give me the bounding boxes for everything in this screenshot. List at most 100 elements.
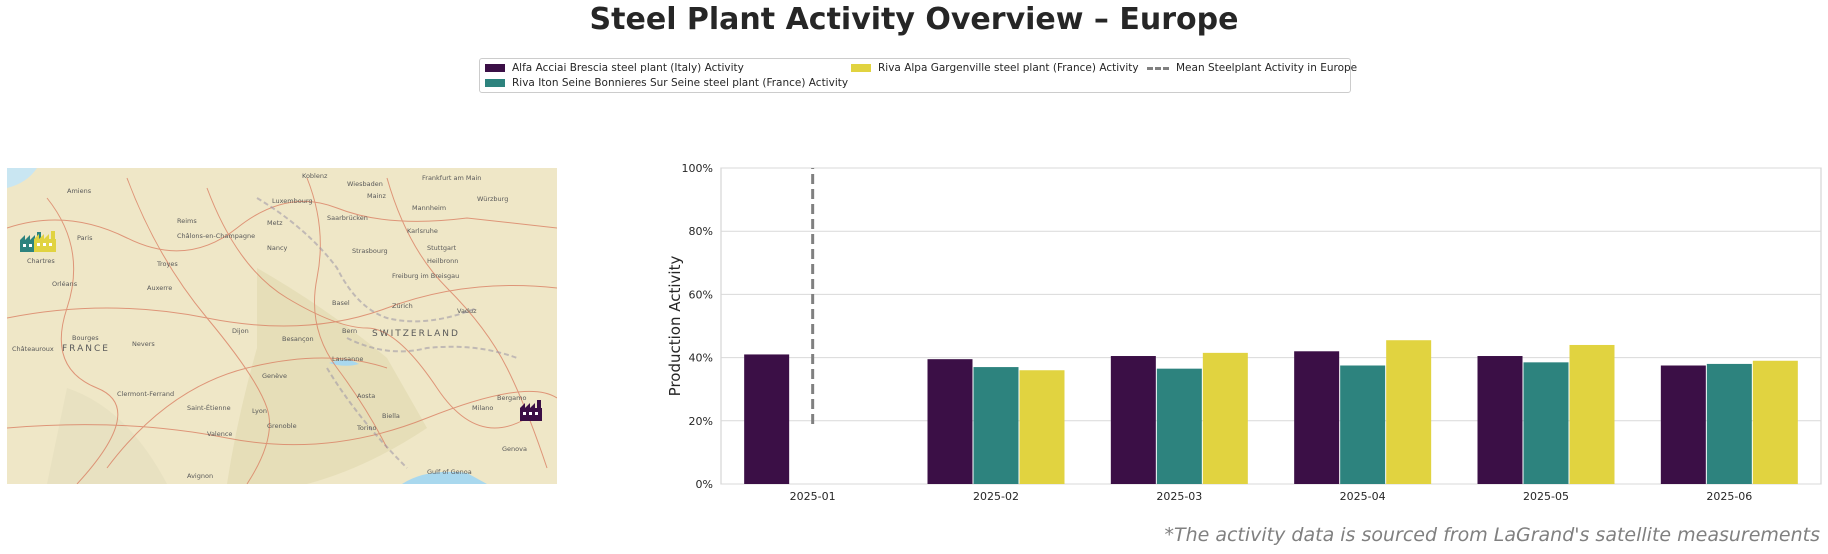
legend-label-mean: Mean Steelplant Activity in Europe xyxy=(1176,62,1358,74)
map-place-label: Gulf of Genoa xyxy=(427,468,472,476)
map-place-label: Valence xyxy=(207,430,232,438)
map-place-label: Châlons-en-Champagne xyxy=(177,232,255,240)
y-tick-label: 20% xyxy=(689,415,713,428)
bar xyxy=(1660,365,1706,484)
map-place-label: Würzburg xyxy=(477,195,508,203)
bar xyxy=(1706,363,1752,484)
bar xyxy=(1477,356,1523,484)
map-place-label: Freiburg im Breisgau xyxy=(392,272,459,280)
bar xyxy=(1294,351,1340,484)
map-place-label: Lyon xyxy=(252,407,267,415)
legend: Alfa Acciai Brescia steel plant (Italy) … xyxy=(479,58,1357,93)
map-borders xyxy=(256,197,518,469)
map-place-label: Nancy xyxy=(267,244,288,252)
map-place-label: Luxembourg xyxy=(272,197,313,205)
map-place-label: FRANCE xyxy=(62,344,110,354)
y-tick-label: 80% xyxy=(689,225,713,238)
map-place-label: Karlsruhe xyxy=(407,227,438,235)
map-place-label: Troyes xyxy=(156,260,178,268)
map-place-label: Lausanne xyxy=(332,355,363,363)
map-place-label: Châteauroux xyxy=(12,345,54,353)
plant-location-map: Amiens Reims Paris Chartres Orléans Troyes Aux… xyxy=(7,168,557,484)
x-tick-label: 2025-02 xyxy=(973,490,1019,503)
legend-item-gargenville: Riva Alpa Gargenville steel plant (Franc… xyxy=(851,62,1139,74)
map-place-label: Clermont-Ferrand xyxy=(117,390,174,398)
bar xyxy=(1156,368,1202,484)
map-place-label: Auxerre xyxy=(147,284,172,292)
plot-area xyxy=(720,167,1822,485)
bar xyxy=(1340,365,1386,484)
bar xyxy=(1019,370,1065,484)
map-place-label: Wiesbaden xyxy=(347,180,383,188)
map-place-label: Heilbronn xyxy=(427,257,458,265)
map-place-label: Genève xyxy=(262,372,287,380)
x-tick-label: 2025-06 xyxy=(1706,490,1752,503)
bar xyxy=(1752,360,1798,484)
map-place-label: Frankfurt am Main xyxy=(422,174,481,182)
legend-dash-mean xyxy=(1147,66,1169,70)
legend-item-brescia: Alfa Acciai Brescia steel plant (Italy) … xyxy=(485,62,744,74)
bar xyxy=(927,359,973,484)
legend-label-gargenville: Riva Alpa Gargenville steel plant (Franc… xyxy=(878,62,1139,74)
map-place-label: Bern xyxy=(342,327,357,335)
map-place-label: Aosta xyxy=(357,392,375,400)
map-place-label: Mannheim xyxy=(412,204,446,212)
legend-item-bonnieres: Riva Iton Seine Bonnieres Sur Seine stee… xyxy=(485,77,848,89)
y-tick-label: 40% xyxy=(689,352,713,365)
map-place-label: Koblenz xyxy=(302,172,328,180)
x-tick-label: 2025-03 xyxy=(1156,490,1202,503)
legend-swatch-gargenville xyxy=(851,64,871,72)
factory-icon xyxy=(34,231,56,252)
map-terrain xyxy=(47,388,167,484)
y-tick-label: 60% xyxy=(689,288,713,301)
bar xyxy=(1569,344,1615,484)
legend-label-brescia: Alfa Acciai Brescia steel plant (Italy) … xyxy=(512,62,744,74)
map-place-label: Stuttgart xyxy=(427,244,457,252)
map-place-label: Milano xyxy=(472,404,493,412)
map-place-label: Besançon xyxy=(282,335,314,343)
map-place-label: Saint-Étienne xyxy=(187,403,231,412)
bar xyxy=(1386,340,1432,484)
chart-title: Steel Plant Activity Overview – Europe xyxy=(589,2,1239,37)
x-tick-label: 2025-05 xyxy=(1523,490,1569,503)
map-place-label: Torino xyxy=(356,424,376,432)
map-place-label: Dijon xyxy=(232,327,249,335)
map-place-label: Genova xyxy=(502,445,527,453)
map-place-label: Biella xyxy=(382,412,400,420)
footnote: *The activity data is sourced from LaGra… xyxy=(1164,524,1820,546)
map-place-label: Strasbourg xyxy=(352,247,388,255)
map-sea xyxy=(402,471,487,484)
y-tick-label: 0% xyxy=(696,478,713,491)
bar xyxy=(1202,352,1248,484)
bar xyxy=(1523,362,1569,484)
map-place-label: Grenoble xyxy=(267,422,297,430)
map-place-label: Bergamo xyxy=(497,394,526,402)
map-place-label: Saarbrücken xyxy=(327,214,368,222)
legend-swatch-brescia xyxy=(485,64,505,72)
map-place-label: Paris xyxy=(77,234,93,242)
legend-item-mean: Mean Steelplant Activity in Europe xyxy=(1147,62,1357,74)
x-tick-label: 2025-04 xyxy=(1340,490,1386,503)
legend-label-bonnieres: Riva Iton Seine Bonnieres Sur Seine stee… xyxy=(512,77,849,89)
y-axis-label: Production Activity xyxy=(666,256,684,397)
factory-icon xyxy=(520,400,542,421)
map-sea xyxy=(7,168,37,188)
legend-swatch-bonnieres xyxy=(485,79,505,87)
y-tick-label: 100% xyxy=(682,162,713,175)
map-place-label: Orléans xyxy=(52,280,78,288)
map-place-label: Metz xyxy=(267,219,283,227)
map-place-label: Bourges xyxy=(72,334,99,342)
map-place-label: Zürich xyxy=(392,302,413,310)
map-place-label: Amiens xyxy=(67,187,92,195)
bar xyxy=(973,367,1019,484)
bar xyxy=(744,354,790,484)
map-place-label: Reims xyxy=(177,217,197,225)
map-place-label: Avignon xyxy=(187,472,213,480)
map-place-label: Basel xyxy=(332,299,350,307)
bar xyxy=(1110,356,1156,484)
x-tick-label: 2025-01 xyxy=(790,490,836,503)
map-place-label: Mainz xyxy=(367,192,387,200)
map-place-label: Nevers xyxy=(132,340,155,348)
map-lake xyxy=(329,359,359,366)
